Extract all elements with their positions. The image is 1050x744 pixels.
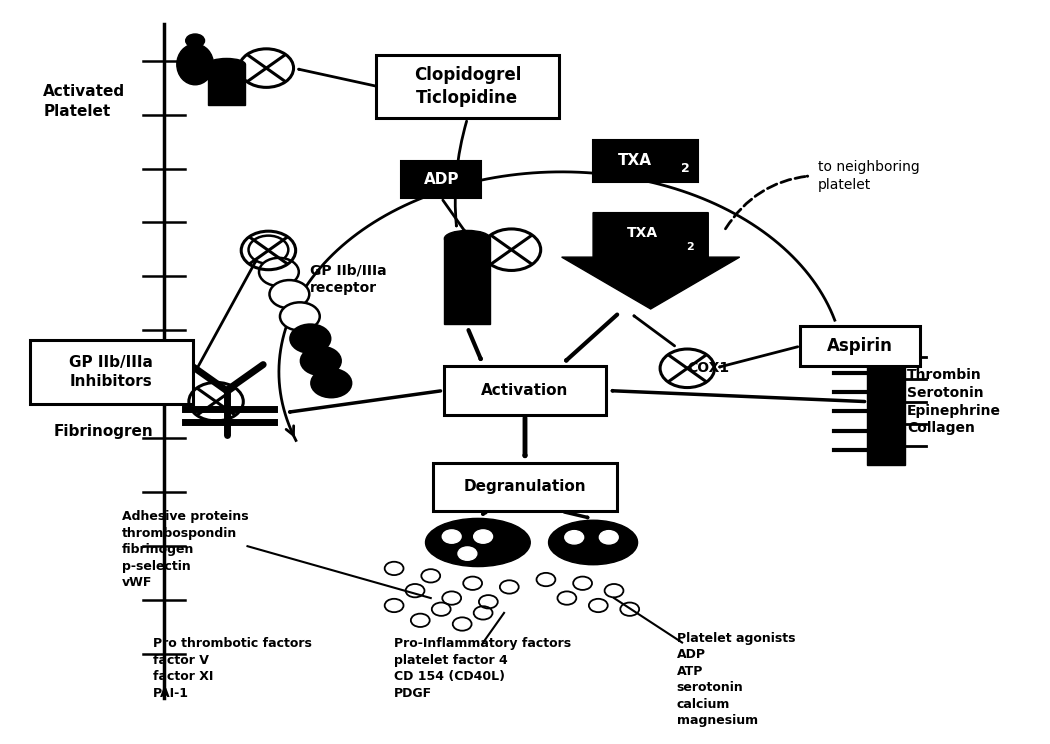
Text: TXA: TXA (627, 225, 658, 240)
Text: 2: 2 (680, 161, 690, 175)
Text: Aspirin: Aspirin (827, 337, 894, 355)
Circle shape (270, 280, 310, 308)
Text: GP IIb/IIIa
Inhibitors: GP IIb/IIIa Inhibitors (69, 355, 153, 389)
Circle shape (259, 258, 299, 286)
Circle shape (442, 530, 461, 543)
Text: Thrombin
Serotonin
Epinephrine
Collagen: Thrombin Serotonin Epinephrine Collagen (907, 368, 1002, 435)
Bar (401, 161, 481, 198)
Bar (208, 65, 246, 105)
Text: TXA: TXA (618, 153, 652, 168)
Polygon shape (562, 213, 739, 309)
Circle shape (249, 236, 289, 264)
Ellipse shape (425, 519, 530, 567)
Text: GP IIb/IIIa
receptor: GP IIb/IIIa receptor (311, 263, 387, 295)
Bar (593, 140, 698, 182)
Text: Degranulation: Degranulation (464, 479, 586, 495)
Bar (444, 367, 606, 414)
Text: 2: 2 (687, 243, 694, 252)
Ellipse shape (176, 44, 213, 85)
Text: Pro-Inflammatory factors
platelet factor 4
CD 154 (CD40L)
PDGF: Pro-Inflammatory factors platelet factor… (394, 638, 571, 700)
Text: COX1: COX1 (688, 362, 730, 375)
Ellipse shape (444, 231, 490, 247)
Circle shape (565, 530, 584, 544)
Bar (867, 339, 905, 465)
Bar (434, 463, 616, 511)
Text: Fibrinogren: Fibrinogren (54, 424, 153, 439)
Text: Activation: Activation (481, 383, 569, 398)
Text: α: α (446, 470, 457, 489)
Circle shape (474, 530, 492, 543)
Text: ADP: ADP (423, 172, 459, 187)
Text: Activated
Platelet: Activated Platelet (43, 84, 125, 118)
Circle shape (458, 547, 477, 560)
Bar (376, 55, 559, 118)
Circle shape (280, 302, 320, 330)
Bar (800, 326, 921, 367)
Ellipse shape (548, 520, 637, 565)
Bar (444, 239, 490, 324)
Circle shape (312, 369, 351, 397)
Circle shape (600, 530, 618, 544)
Ellipse shape (208, 59, 246, 71)
Text: Pro thrombotic factors
factor V
factor XI
PAI-1: Pro thrombotic factors factor V factor X… (153, 638, 312, 700)
Text: to neighboring
platelet: to neighboring platelet (818, 160, 920, 191)
Bar (30, 341, 192, 403)
Circle shape (301, 347, 340, 375)
Text: Platelet agonists
ADP
ATP
serotonin
calcium
magnesium: Platelet agonists ADP ATP serotonin calc… (677, 632, 795, 728)
Circle shape (291, 324, 330, 353)
Ellipse shape (186, 34, 205, 48)
Text: Clopidogrel
Ticlopidine: Clopidogrel Ticlopidine (414, 65, 521, 107)
Text: Adhesive proteins
thrombospondin
fibrinogen
p-selectin
vWF: Adhesive proteins thrombospondin fibrino… (122, 510, 249, 589)
Text: δ: δ (604, 470, 613, 489)
